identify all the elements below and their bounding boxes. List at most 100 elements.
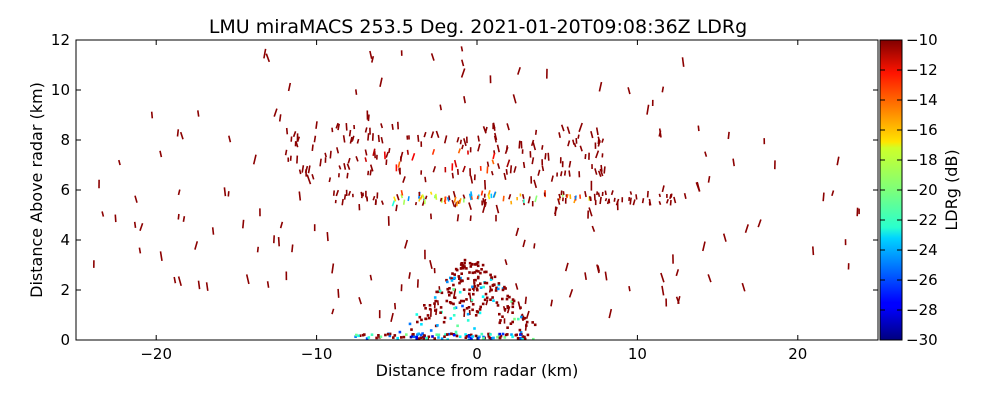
radar-echo <box>446 338 449 340</box>
radar-echo <box>335 189 340 197</box>
radar-echo <box>456 168 459 175</box>
radar-echo <box>471 285 474 289</box>
y-tick-label: 8 <box>60 131 70 149</box>
radar-echo <box>337 123 340 131</box>
radar-echo <box>744 224 749 233</box>
radar-echo <box>524 296 527 305</box>
radar-echo <box>466 319 470 322</box>
radar-echo <box>420 323 423 326</box>
radar-echo <box>584 190 587 198</box>
radar-echo <box>319 158 322 167</box>
radar-echo <box>414 201 418 206</box>
radar-echo <box>511 298 515 301</box>
radar-echo <box>458 290 462 294</box>
radar-echo <box>364 157 368 162</box>
radar-echo <box>463 261 466 265</box>
radar-echo <box>477 275 480 279</box>
radar-echo <box>480 268 483 271</box>
radar-echo <box>584 154 587 160</box>
x-axis-label: Distance from radar (km) <box>376 361 579 380</box>
radar-echo <box>411 335 414 338</box>
y-axis: 0 2 4 6 8 10 12 <box>51 31 878 349</box>
radar-echo <box>481 263 485 267</box>
radar-echo <box>518 328 522 332</box>
radar-echo <box>458 281 461 285</box>
radar-echo <box>380 136 384 144</box>
radar-echo <box>523 335 526 339</box>
radar-echo <box>471 303 475 306</box>
radar-echo <box>346 163 351 170</box>
radar-echo <box>468 193 472 201</box>
radar-echo <box>354 335 357 338</box>
radar-echo <box>415 313 419 316</box>
radar-echo <box>492 122 496 131</box>
radar-echo <box>485 281 489 285</box>
radar-echo <box>439 311 442 314</box>
radar-echo <box>456 324 459 328</box>
radar-echo <box>423 334 426 337</box>
radar-echo <box>388 147 391 154</box>
radar-echo <box>510 300 513 303</box>
radar-echo <box>516 336 520 340</box>
radar-echo <box>513 317 516 321</box>
radar-echo <box>462 264 465 267</box>
x-tick-label: 10 <box>628 345 647 363</box>
radar-echo <box>442 320 446 324</box>
radar-echo <box>406 149 409 155</box>
radar-echo <box>493 283 496 286</box>
radar-echo <box>398 330 402 334</box>
radar-echo <box>588 207 593 217</box>
radar-echo <box>544 153 547 160</box>
radar-echo <box>707 175 711 183</box>
y-tick-label: 6 <box>60 181 70 199</box>
radar-echo <box>393 196 397 202</box>
radar-echo <box>429 191 433 195</box>
radar-echo <box>397 161 401 168</box>
radar-echo <box>632 199 636 206</box>
radar-echo <box>812 246 815 256</box>
radar-echo <box>485 296 489 300</box>
radar-echo <box>503 336 507 339</box>
radar-echo <box>256 246 259 253</box>
radar-echo <box>266 281 270 288</box>
radar-echo <box>439 104 442 111</box>
radar-echo <box>597 170 602 178</box>
y-tick-label: 10 <box>51 81 70 99</box>
radar-echo <box>459 267 463 270</box>
radar-echo <box>501 297 504 301</box>
radar-echo <box>646 190 649 198</box>
radar-echo <box>479 282 482 285</box>
radar-echo <box>506 159 511 168</box>
radar-echo <box>603 166 606 174</box>
radar-echo <box>469 265 473 268</box>
radar-echo <box>388 334 392 338</box>
radar-echo <box>468 271 471 274</box>
radar-echo <box>313 135 317 143</box>
radar-echo <box>600 164 603 172</box>
radar-echo <box>501 332 505 336</box>
radar-echo <box>332 190 335 196</box>
radar-echo <box>470 263 473 266</box>
radar-echo <box>436 290 440 294</box>
radar-echo <box>420 318 423 322</box>
radar-echo <box>675 269 680 277</box>
radar-echo <box>505 169 508 175</box>
radar-echo <box>465 298 468 301</box>
radar-echo <box>426 314 430 317</box>
colorbar-tick-label: −16 <box>906 121 938 139</box>
radar-echo <box>391 200 396 207</box>
radar-echo <box>118 159 121 166</box>
radar-echo <box>445 278 448 282</box>
radar-echo <box>470 298 474 302</box>
radar-echo <box>487 332 490 336</box>
radar-echo <box>558 193 562 199</box>
radar-echo <box>471 271 475 275</box>
radar-echo <box>673 196 677 204</box>
radar-echo <box>367 170 370 176</box>
radar-echo <box>392 336 395 339</box>
radar-echo <box>483 298 487 302</box>
radar-echo <box>506 326 509 329</box>
plot-frame <box>75 39 879 341</box>
radar-echo <box>474 334 478 338</box>
radar-echo <box>495 286 498 290</box>
